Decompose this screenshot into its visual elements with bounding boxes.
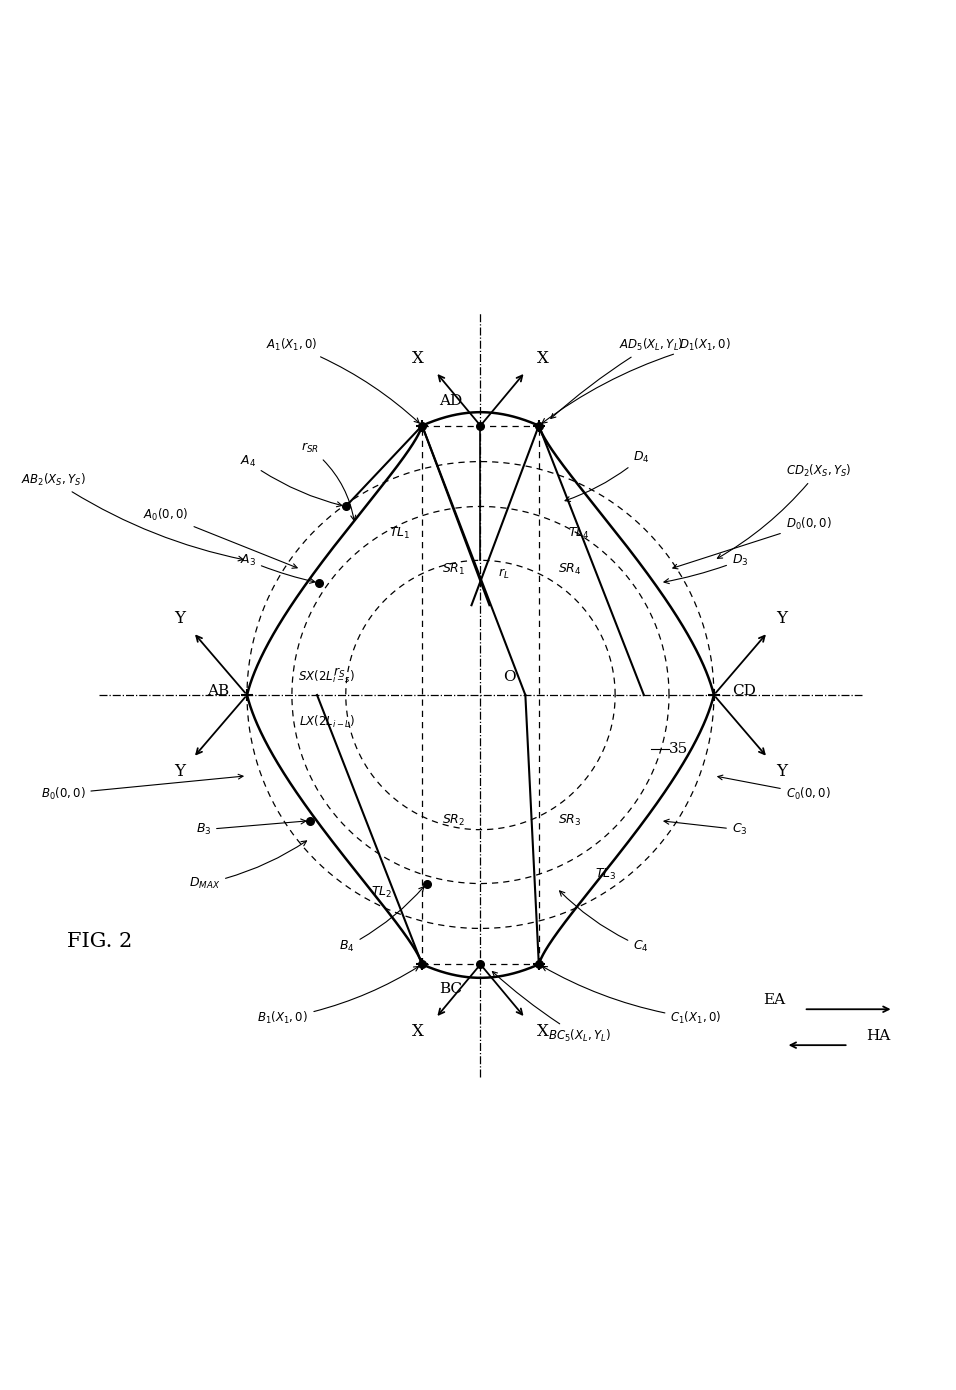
Text: $C_3$: $C_3$ xyxy=(664,819,748,837)
Text: $A_4$: $A_4$ xyxy=(240,455,342,507)
Text: BC: BC xyxy=(440,983,463,997)
Text: 35: 35 xyxy=(669,742,688,756)
Text: $TL_1$: $TL_1$ xyxy=(389,525,410,541)
Text: $SR_4$: $SR_4$ xyxy=(558,562,582,577)
Text: HA: HA xyxy=(866,1029,891,1042)
Text: X: X xyxy=(537,350,550,367)
Text: $SR_1$: $SR_1$ xyxy=(442,562,466,577)
Text: $AB_2(X_S, Y_S)$: $AB_2(X_S, Y_S)$ xyxy=(20,471,243,562)
Text: $C_0(0, 0)$: $C_0(0, 0)$ xyxy=(718,776,831,802)
Text: $C_1(X_1, 0)$: $C_1(X_1, 0)$ xyxy=(542,966,722,1026)
Text: Y: Y xyxy=(174,763,185,780)
Text: Y: Y xyxy=(775,763,787,780)
Text: CD: CD xyxy=(732,684,756,698)
Text: Y: Y xyxy=(174,610,185,627)
Text: X: X xyxy=(537,1023,550,1040)
Text: Y: Y xyxy=(775,610,787,627)
Text: $B_3$: $B_3$ xyxy=(196,819,306,837)
Text: $B_0(0, 0)$: $B_0(0, 0)$ xyxy=(40,774,243,802)
Text: FIG. 2: FIG. 2 xyxy=(68,933,133,951)
Text: $A_1(X_1, 0)$: $A_1(X_1, 0)$ xyxy=(266,336,419,423)
Text: $A_3$: $A_3$ xyxy=(240,553,315,584)
Text: $C_4$: $C_4$ xyxy=(559,891,649,954)
Text: $r_L$: $r_L$ xyxy=(498,567,510,581)
Text: $r_S$: $r_S$ xyxy=(334,666,346,680)
Text: $A_0(0, 0)$: $A_0(0, 0)$ xyxy=(143,507,297,569)
Text: $r_{SR}$: $r_{SR}$ xyxy=(301,441,356,520)
Text: O: O xyxy=(503,670,515,684)
Text: $D_0(0, 0)$: $D_0(0, 0)$ xyxy=(673,516,832,569)
Text: AD: AD xyxy=(439,393,463,407)
Text: $D_4$: $D_4$ xyxy=(565,449,650,502)
Text: X: X xyxy=(412,350,424,367)
Text: $D_3$: $D_3$ xyxy=(664,553,749,584)
Text: $TL_3$: $TL_3$ xyxy=(596,867,617,883)
Text: $D_1(X_1, 0)$: $D_1(X_1, 0)$ xyxy=(542,336,731,423)
Text: $B_4$: $B_4$ xyxy=(339,887,424,954)
Text: $BC_5(X_L, Y_L)$: $BC_5(X_L, Y_L)$ xyxy=(492,972,611,1044)
Text: $SX (2L_{i-s})$: $SX (2L_{i-s})$ xyxy=(298,669,355,685)
Text: $LX (2L_{i-L})$: $LX (2L_{i-L})$ xyxy=(298,714,355,730)
Text: $TL_4$: $TL_4$ xyxy=(569,525,590,541)
Text: $B_1(X_1, 0)$: $B_1(X_1, 0)$ xyxy=(257,966,419,1026)
Text: X: X xyxy=(412,1023,424,1040)
Text: $D_{MAX}$: $D_{MAX}$ xyxy=(188,841,307,891)
Text: $AD_5(X_L, Y_L)$: $AD_5(X_L, Y_L)$ xyxy=(551,336,684,418)
Text: $CD_2(X_S, Y_S)$: $CD_2(X_S, Y_S)$ xyxy=(717,463,851,559)
Text: EA: EA xyxy=(764,994,786,1008)
Text: $SR_2$: $SR_2$ xyxy=(442,813,466,828)
Text: $TL_2$: $TL_2$ xyxy=(371,885,392,901)
Text: AB: AB xyxy=(206,684,229,698)
Text: $SR_3$: $SR_3$ xyxy=(558,813,582,828)
